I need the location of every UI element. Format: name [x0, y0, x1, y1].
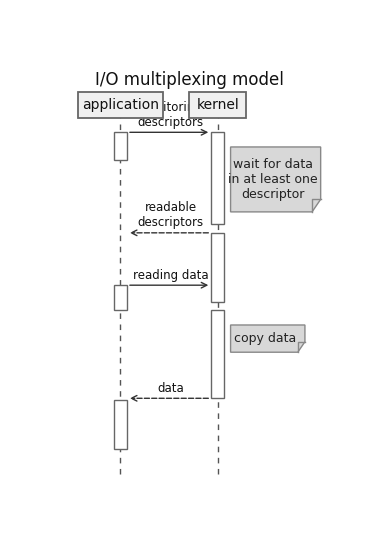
Text: kernel: kernel [196, 98, 239, 112]
FancyBboxPatch shape [189, 92, 246, 118]
Text: application: application [82, 98, 159, 112]
Text: readable
descriptors: readable descriptors [138, 201, 204, 230]
FancyBboxPatch shape [211, 132, 224, 225]
Text: data: data [157, 382, 184, 395]
Text: monitoring
descriptors: monitoring descriptors [138, 101, 204, 129]
FancyBboxPatch shape [114, 285, 127, 310]
Text: reading data: reading data [133, 269, 208, 282]
Polygon shape [231, 325, 305, 352]
FancyBboxPatch shape [211, 233, 224, 302]
FancyBboxPatch shape [211, 310, 224, 398]
FancyBboxPatch shape [114, 400, 127, 449]
Text: I/O multiplexing model: I/O multiplexing model [95, 71, 283, 89]
Text: copy data: copy data [234, 332, 297, 345]
Polygon shape [231, 147, 321, 212]
FancyBboxPatch shape [114, 132, 127, 159]
FancyBboxPatch shape [77, 92, 163, 118]
Text: wait for data
in at least one
descriptor: wait for data in at least one descriptor [228, 158, 318, 201]
